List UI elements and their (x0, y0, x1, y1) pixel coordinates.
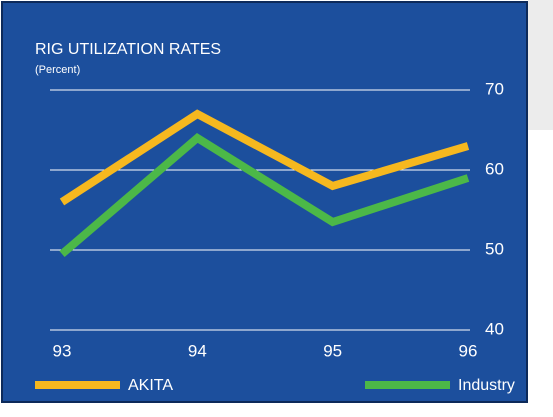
x-tick-label: 95 (323, 341, 342, 360)
x-tick-label: 96 (459, 341, 478, 360)
y-tick-label: 50 (485, 239, 504, 258)
y-tick-label: 40 (485, 319, 504, 338)
x-tick-label: 93 (53, 341, 72, 360)
y-tick-label: 60 (485, 159, 504, 178)
series-line (59, 133, 470, 258)
legend-label: Industry (458, 377, 515, 394)
legend-label: AKITA (128, 377, 173, 394)
y-tick-label: 70 (485, 79, 504, 98)
x-tick-label: 94 (188, 341, 207, 360)
chart-subtitle: (Percent) (35, 64, 80, 76)
side-strip (528, 0, 553, 130)
chart-panel (1, 1, 528, 403)
series-line (59, 109, 470, 206)
chart-title: RIG UTILIZATION RATES (35, 41, 221, 58)
